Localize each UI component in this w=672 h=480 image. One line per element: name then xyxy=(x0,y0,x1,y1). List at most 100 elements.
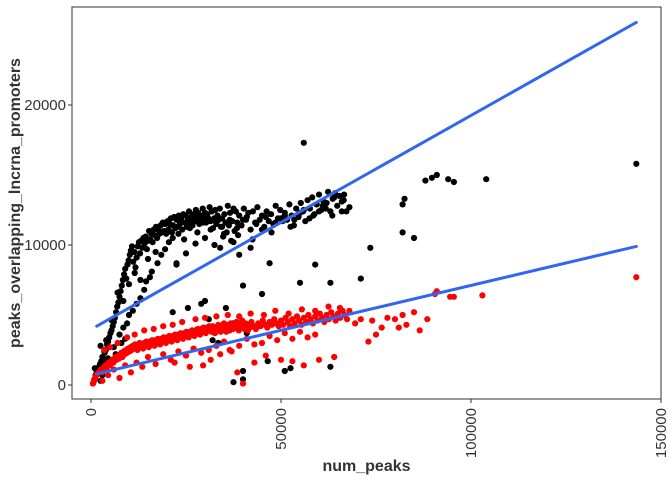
y-axis-title: peaks_overlapping_lncrna_promoters xyxy=(7,58,24,348)
data-point-series-2 xyxy=(272,307,279,314)
data-point-series-2 xyxy=(207,356,214,363)
data-point-series-2 xyxy=(131,331,138,338)
data-point-series-1 xyxy=(254,204,261,211)
data-point-series-2 xyxy=(236,313,243,320)
data-point-series-2 xyxy=(281,330,288,337)
data-point-series-1 xyxy=(633,160,640,167)
data-point-series-1 xyxy=(304,197,311,204)
data-point-series-2 xyxy=(251,359,258,366)
data-point-series-1 xyxy=(131,269,138,277)
x-tick-label: 100000 xyxy=(463,408,480,458)
data-point-series-2 xyxy=(410,309,418,316)
data-point-series-1 xyxy=(132,264,139,271)
x-axis: 0 50000 100000 150000 xyxy=(83,399,670,458)
data-point-series-1 xyxy=(169,234,176,242)
data-point-series-1 xyxy=(233,225,240,232)
data-point-series-1 xyxy=(232,208,239,215)
data-point-series-1 xyxy=(293,205,300,212)
y-tick-label: 0 xyxy=(58,377,66,394)
data-point-series-2 xyxy=(114,339,121,347)
data-point-series-1 xyxy=(300,139,307,146)
data-point-series-1 xyxy=(209,337,216,344)
data-point-series-2 xyxy=(160,351,167,358)
data-point-series-2 xyxy=(198,349,205,356)
data-point-series-2 xyxy=(101,346,108,354)
data-point-series-1 xyxy=(120,324,127,331)
data-point-series-1 xyxy=(141,286,148,293)
data-point-series-2 xyxy=(424,316,431,323)
data-point-series-1 xyxy=(291,216,298,223)
data-point-series-1 xyxy=(185,208,193,215)
data-point-series-1 xyxy=(181,236,188,243)
data-point-series-1 xyxy=(146,274,153,281)
data-point-series-2 xyxy=(213,313,220,320)
data-point-series-1 xyxy=(281,212,288,219)
data-point-series-1 xyxy=(200,219,207,226)
data-point-series-2 xyxy=(312,331,319,338)
data-point-series-1 xyxy=(450,178,457,186)
data-point-series-2 xyxy=(186,363,193,370)
data-point-series-2 xyxy=(344,316,351,323)
data-point-series-1 xyxy=(272,202,279,209)
data-point-series-1 xyxy=(175,230,182,237)
data-point-series-2 xyxy=(252,325,259,333)
data-point-series-1 xyxy=(162,246,169,253)
data-point-series-1 xyxy=(184,304,191,312)
data-point-series-1 xyxy=(144,255,152,263)
data-point-series-1 xyxy=(213,218,220,225)
data-point-series-1 xyxy=(401,195,408,202)
data-point-series-1 xyxy=(236,212,243,219)
data-point-series-2 xyxy=(262,352,269,359)
data-point-series-2 xyxy=(399,311,406,319)
data-point-series-2 xyxy=(357,316,364,323)
data-point-series-1 xyxy=(422,177,429,184)
data-point-series-2 xyxy=(105,372,112,379)
data-point-series-1 xyxy=(133,254,140,261)
data-point-series-1 xyxy=(116,331,123,338)
data-point-series-1 xyxy=(315,191,323,198)
data-point-series-1 xyxy=(179,226,186,233)
data-point-series-1 xyxy=(103,337,110,344)
data-point-series-2 xyxy=(372,331,380,338)
x-tick-label: 0 xyxy=(83,408,100,416)
data-point-series-2 xyxy=(239,380,247,387)
data-point-series-1 xyxy=(123,275,130,282)
data-point-series-1 xyxy=(158,251,165,258)
data-point-series-1 xyxy=(131,248,138,256)
data-point-series-1 xyxy=(130,258,137,265)
data-point-series-2 xyxy=(251,341,258,348)
x-axis-title: num_peaks xyxy=(322,458,410,475)
data-point-series-1 xyxy=(173,261,180,268)
data-point-series-1 xyxy=(168,229,175,236)
data-point-series-1 xyxy=(239,282,247,289)
data-point-series-2 xyxy=(192,316,199,323)
data-point-series-2 xyxy=(304,334,311,341)
data-point-series-2 xyxy=(315,356,323,363)
data-point-series-1 xyxy=(125,281,133,288)
data-point-series-1 xyxy=(399,229,406,236)
fit-lines-layer xyxy=(95,20,638,376)
data-point-series-1 xyxy=(264,358,271,365)
data-point-series-2 xyxy=(291,320,298,327)
data-point-series-2 xyxy=(124,334,131,341)
data-point-series-1 xyxy=(221,211,228,218)
data-point-series-1 xyxy=(312,261,319,268)
data-point-series-1 xyxy=(143,246,150,253)
data-point-series-2 xyxy=(150,325,157,333)
data-point-series-1 xyxy=(234,219,241,226)
data-point-series-1 xyxy=(253,220,260,228)
data-point-series-2 xyxy=(277,356,285,363)
data-point-series-2 xyxy=(264,324,271,331)
data-point-series-1 xyxy=(115,299,122,306)
data-point-series-1 xyxy=(268,211,275,218)
data-point-series-1 xyxy=(227,209,234,216)
data-point-series-2 xyxy=(141,327,148,334)
data-point-series-1 xyxy=(186,225,193,232)
data-point-series-1 xyxy=(249,208,256,215)
data-point-series-1 xyxy=(128,243,136,250)
data-point-series-1 xyxy=(399,201,406,208)
data-point-series-1 xyxy=(201,234,209,242)
data-point-series-2 xyxy=(331,353,338,361)
data-point-series-2 xyxy=(258,339,266,347)
